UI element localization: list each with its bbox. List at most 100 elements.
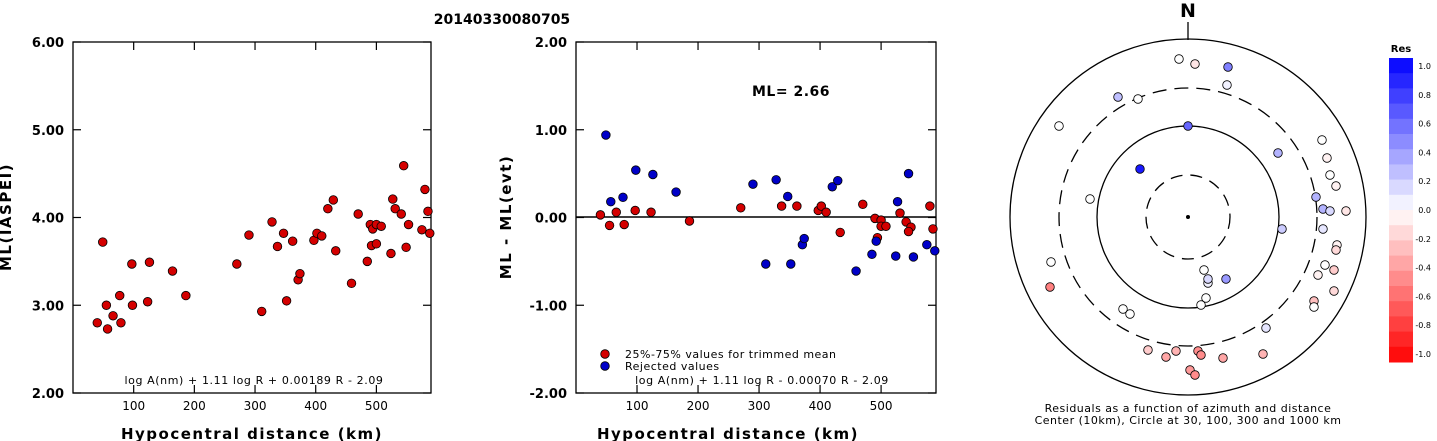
residual-plot-point: [881, 221, 891, 231]
ml-plot-ticks: 100 200 300 400 500 2.00 3.00 4.00 5.00 6.00: [32, 36, 431, 413]
colorbar-cells: [1389, 58, 1413, 363]
station-marker: [1171, 346, 1181, 356]
station-marker: [1196, 300, 1206, 310]
station-marker: [1218, 353, 1228, 363]
ml-plot-point: [181, 290, 191, 301]
ml-plot-frame: [72, 41, 432, 394]
station-marker: [1222, 80, 1232, 90]
ml-plot-xlabel: Hypocentral distance (km): [121, 425, 383, 441]
colorbar-cell: [1389, 88, 1413, 105]
ml-plot-point: [295, 268, 305, 279]
colorbar-tick-label: 1.0: [1418, 62, 1431, 71]
residual-plot-point: [771, 175, 781, 185]
ml-plot-point: [257, 306, 267, 317]
colorbar-cell: [1389, 316, 1413, 333]
residual-plot-point: [922, 240, 932, 250]
ml-plot-ytick-label: 2.00: [32, 387, 64, 402]
station-marker: [1113, 92, 1123, 102]
map-caption-line1: Residuals as a function of azimuth and d…: [1045, 402, 1332, 415]
station-marker: [1143, 345, 1153, 355]
station-marker: [1277, 224, 1287, 234]
colorbar-tick-labels: 1.0 0.8 0.6 0.4 0.2 0.0 -0.2 -0.4 -0.6 -0.8 -1.0: [1415, 62, 1431, 359]
station-marker: [1054, 121, 1064, 131]
station-marker: [1190, 370, 1200, 380]
colorbar-tick-label: 0.2: [1418, 177, 1431, 186]
ml-plot-point: [167, 266, 178, 276]
colorbar-tick-label: 0.8: [1418, 91, 1431, 100]
station-marker: [1329, 265, 1339, 275]
colorbar-tick-label: 0.4: [1418, 148, 1431, 157]
residual-plot-point: [867, 249, 877, 260]
colorbar-title: Res: [1391, 44, 1411, 55]
ring-300km: [1058, 87, 1318, 347]
residual-plot-point: [631, 165, 641, 175]
ml-plot-ytick-label: 6.00: [32, 36, 64, 51]
colorbar-cell: [1389, 270, 1413, 287]
ml-plot-point: [353, 209, 363, 219]
station-marker: [1322, 153, 1332, 163]
station-marker: [1313, 270, 1323, 280]
north-label: N: [1180, 0, 1196, 22]
residual-plot-point: [595, 210, 606, 220]
residual-plot-point: [892, 197, 903, 207]
residual-plot-ytick-label: 1.00: [535, 124, 567, 139]
ml-plot-point: [388, 194, 398, 204]
residual-plot-point: [619, 219, 629, 230]
ml-vs-distance-panel: 100 200 300 400 500 2.00 3.00 4.00 5.00 6.00 Hypo…: [0, 36, 435, 441]
colorbar-cell: [1389, 346, 1413, 363]
residual-plot-point: [606, 197, 616, 207]
residual-plot-ytick-label: -2.00: [530, 387, 567, 402]
residual-plot-point: [648, 169, 658, 180]
colorbar-cell: [1389, 134, 1413, 150]
colorbar-tick-label: 0.6: [1418, 120, 1431, 129]
residual-plot-point: [930, 246, 940, 256]
ml-plot-xtick-label: 300: [244, 399, 267, 413]
ring-30km: [1145, 174, 1231, 260]
epicenter-marker: [1186, 215, 1190, 219]
ml-plot-xtick-label: 400: [304, 399, 327, 413]
station-marker: [1258, 349, 1268, 359]
residual-plot-point: [601, 130, 611, 140]
residual-plot-point: [895, 208, 905, 218]
residual-vs-distance-panel: 100 200 300 400 500 -2.00 -1.00 0.00 1.00 2.00 ML…: [497, 36, 940, 441]
station-marker: [1221, 274, 1231, 284]
ml-plot-xtick-label: 500: [365, 399, 388, 413]
residual-plot-ytick-label: -1.00: [530, 299, 567, 314]
ml-plot-point: [267, 217, 277, 227]
colorbar-cell: [1389, 58, 1413, 74]
ml-plot-point: [386, 248, 396, 259]
ml-plot-point: [115, 290, 125, 301]
ml-plot-point: [420, 184, 430, 195]
residual-plot-xlabel: Hypocentral distance (km): [597, 425, 859, 441]
station-marker: [1183, 121, 1193, 131]
station-marker: [1325, 170, 1335, 180]
residual-plot-xtick-label: 200: [687, 399, 710, 413]
residual-plot-point: [851, 266, 861, 276]
ml-plot-point: [142, 297, 153, 307]
station-marker: [1196, 350, 1206, 360]
ml-plot-point: [272, 241, 283, 252]
ml-plot-point: [144, 257, 155, 267]
station-marker: [1331, 245, 1341, 255]
ml-plot-point: [127, 300, 138, 310]
ml-plot-point: [323, 204, 333, 214]
station-marker: [1199, 265, 1209, 275]
residual-plot-point: [783, 191, 793, 202]
station-marker: [1085, 194, 1095, 204]
residual-plot-point: [891, 251, 901, 261]
residual-plot-xtick-label: 400: [809, 399, 832, 413]
residual-plot-point: [827, 182, 837, 192]
residual-plot-point: [786, 259, 796, 269]
station-marker: [1174, 54, 1184, 64]
colorbar-cell: [1389, 240, 1413, 257]
station-marker: [1309, 302, 1319, 312]
residual-plot-point: [928, 224, 938, 234]
ml-plot-point: [403, 219, 414, 230]
station-marker: [1045, 282, 1055, 292]
ml-plot-point: [244, 230, 254, 240]
colorbar-tick-label: -0.4: [1415, 264, 1431, 273]
residual-plot-point: [736, 203, 746, 213]
residual-plot-point: [816, 201, 826, 211]
residual-plot-point: [799, 233, 809, 244]
